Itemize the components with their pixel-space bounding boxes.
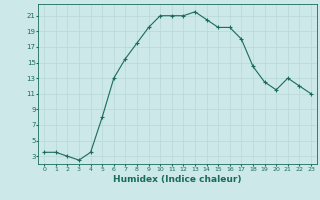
X-axis label: Humidex (Indice chaleur): Humidex (Indice chaleur) (113, 175, 242, 184)
